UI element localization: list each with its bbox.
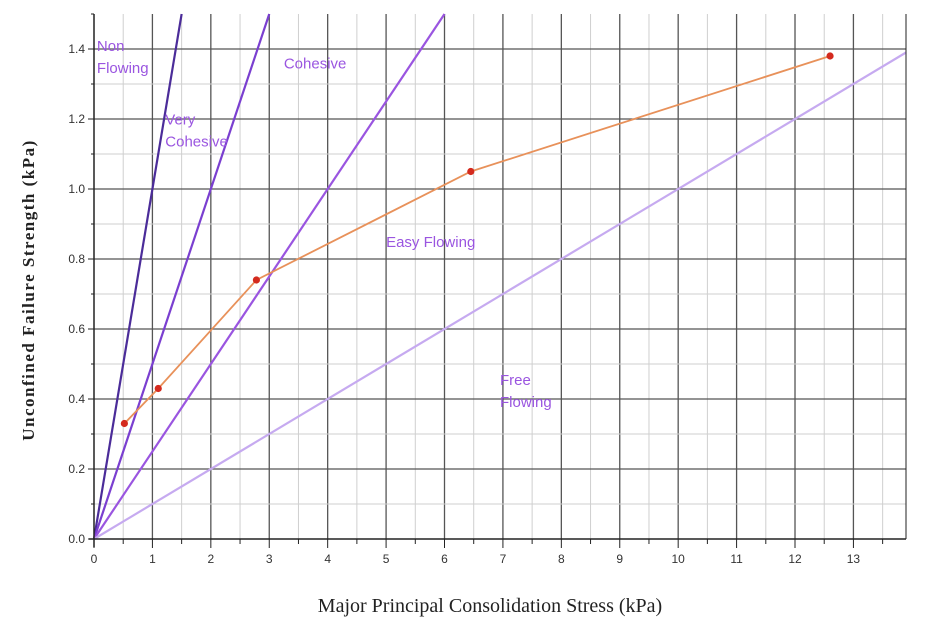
region-label: Free Flowing bbox=[500, 372, 552, 411]
x-axis-title: Major Principal Consolidation Stress (kP… bbox=[318, 595, 662, 617]
data-point bbox=[120, 419, 128, 428]
boundary-line bbox=[92, 13, 271, 540]
data-point bbox=[826, 52, 834, 60]
region-label: Cohesive bbox=[284, 55, 347, 72]
y-tick-label: 0.8 bbox=[68, 252, 85, 266]
region-label-line: Very bbox=[165, 111, 196, 128]
region-label-line: Non bbox=[97, 38, 125, 55]
region-label-line: Flowing bbox=[97, 60, 149, 77]
region-label-line: Cohesive bbox=[284, 55, 347, 72]
x-tick-label: 7 bbox=[500, 552, 507, 566]
grid-lines bbox=[94, 14, 906, 539]
y-tick-label: 0.4 bbox=[68, 392, 85, 406]
boundary-line bbox=[93, 13, 446, 540]
series-line bbox=[123, 55, 831, 425]
data-point bbox=[154, 384, 162, 393]
x-tick-label: 9 bbox=[616, 552, 623, 566]
region-label: Non Flowing bbox=[97, 38, 149, 77]
x-tick-label: 13 bbox=[847, 552, 861, 566]
x-tick-label: 5 bbox=[383, 552, 390, 566]
y-tick-label: 1.0 bbox=[68, 182, 85, 196]
x-tick-label: 8 bbox=[558, 552, 565, 566]
boundary-line bbox=[92, 13, 183, 540]
y-tick-label: 0.2 bbox=[68, 462, 85, 476]
x-tick-label: 1 bbox=[149, 552, 156, 566]
y-tick-label: 1.4 bbox=[68, 42, 85, 56]
x-tick-label: 3 bbox=[266, 552, 273, 566]
x-tick-label: 2 bbox=[207, 552, 214, 566]
y-tick-label: 0.6 bbox=[68, 322, 85, 336]
data-series bbox=[120, 52, 834, 428]
x-tick-label: 11 bbox=[730, 552, 743, 566]
x-tick-label: 0 bbox=[91, 552, 98, 566]
region-label: Easy Flowing bbox=[386, 234, 475, 251]
boundary-line bbox=[93, 51, 907, 540]
x-tick-label: 10 bbox=[671, 552, 685, 566]
data-point bbox=[252, 276, 260, 284]
x-tick-label: 12 bbox=[788, 552, 802, 566]
flowability-region-labels: Non Flowing Very Cohesive Cohesive Easy Flowi… bbox=[97, 38, 552, 411]
axes bbox=[88, 13, 907, 548]
region-label-line: Cohesive bbox=[165, 133, 228, 150]
y-tick-label: 1.2 bbox=[68, 112, 85, 126]
x-tick-label: 6 bbox=[441, 552, 448, 566]
region-label-line: Free bbox=[500, 372, 531, 389]
y-tick-label: 0.0 bbox=[68, 532, 85, 546]
y-axis-title: Unconfined Failure Strength (kPa) bbox=[19, 139, 38, 441]
region-label-line: Flowing bbox=[500, 394, 552, 411]
region-label-line: Easy Flowing bbox=[386, 234, 475, 251]
tick-labels: 0 1 2 3 4 5 6 7 8 9 10 11 12 130.00.20.40.60.81.01.21… bbox=[68, 42, 860, 566]
x-tick-label: 4 bbox=[324, 552, 331, 566]
flowability-boundary-lines bbox=[92, 13, 907, 540]
data-point bbox=[467, 167, 475, 176]
region-label: Very Cohesive bbox=[165, 111, 228, 150]
